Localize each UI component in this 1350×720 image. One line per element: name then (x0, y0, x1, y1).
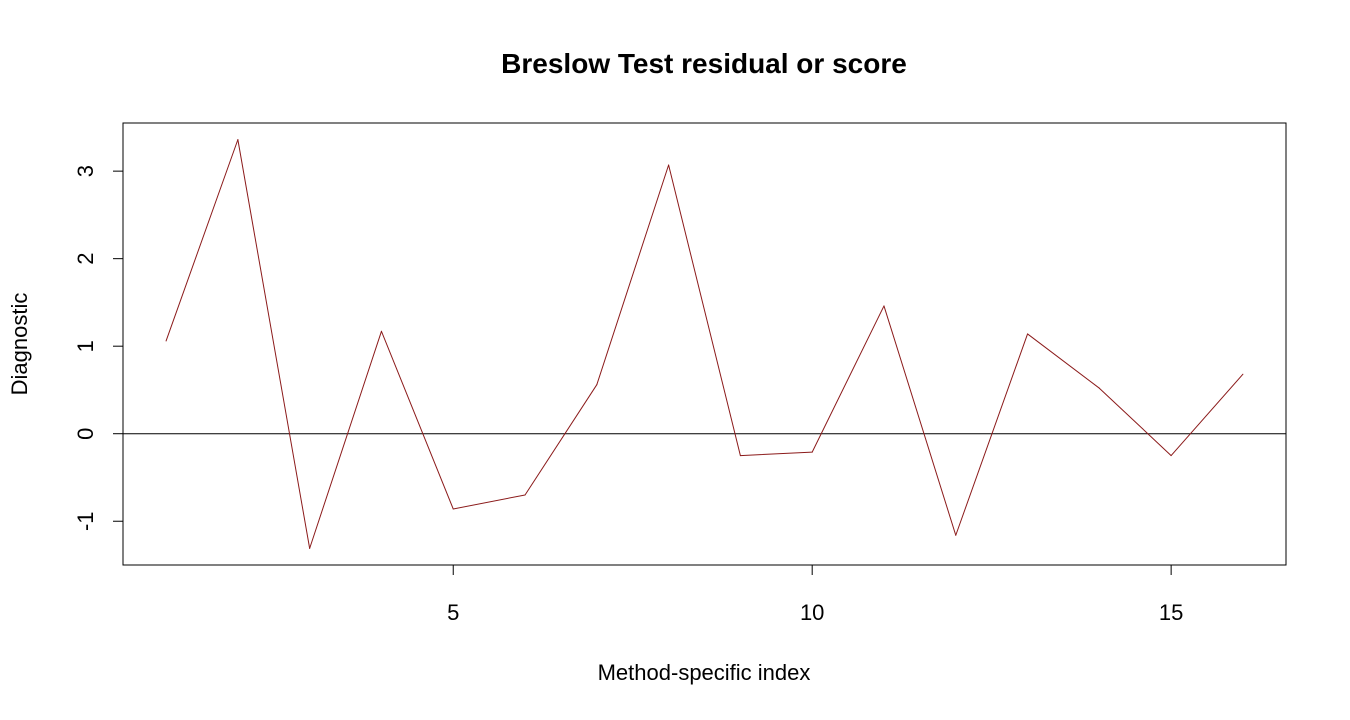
y-tick-label: 1 (73, 340, 98, 352)
series-segment (524, 384, 598, 496)
series-segment (596, 164, 670, 386)
series-segment (668, 164, 741, 457)
x-tick-label: 5 (447, 600, 459, 625)
series-segment (811, 305, 885, 453)
x-axis-label: Method-specific index (598, 660, 811, 685)
y-tick-label: 2 (73, 253, 98, 265)
chart-title: Breslow Test residual or score (501, 48, 907, 79)
plot-frame (122, 122, 1287, 566)
series-segment (1098, 387, 1172, 457)
series-segment (309, 330, 382, 549)
series-segment (380, 330, 454, 510)
y-axis: -1 0 1 2 3 (73, 165, 124, 531)
y-tick-label: 0 (73, 428, 98, 440)
series-layer (165, 139, 1244, 549)
series-segment (883, 305, 957, 536)
series-segment (165, 139, 239, 342)
x-tick-label: 15 (1159, 600, 1183, 625)
x-axis: 5 10 15 (447, 564, 1183, 625)
series-segment (739, 451, 813, 457)
x-tick-label: 10 (800, 600, 824, 625)
y-tick-label: -1 (73, 511, 98, 531)
series-segment (1170, 373, 1244, 457)
series-segment (1027, 333, 1100, 389)
y-tick-label: 3 (73, 165, 98, 177)
series-segment (452, 494, 526, 510)
series-segment (955, 333, 1029, 536)
series-segment (237, 139, 311, 549)
y-axis-label: Diagnostic (7, 293, 32, 396)
